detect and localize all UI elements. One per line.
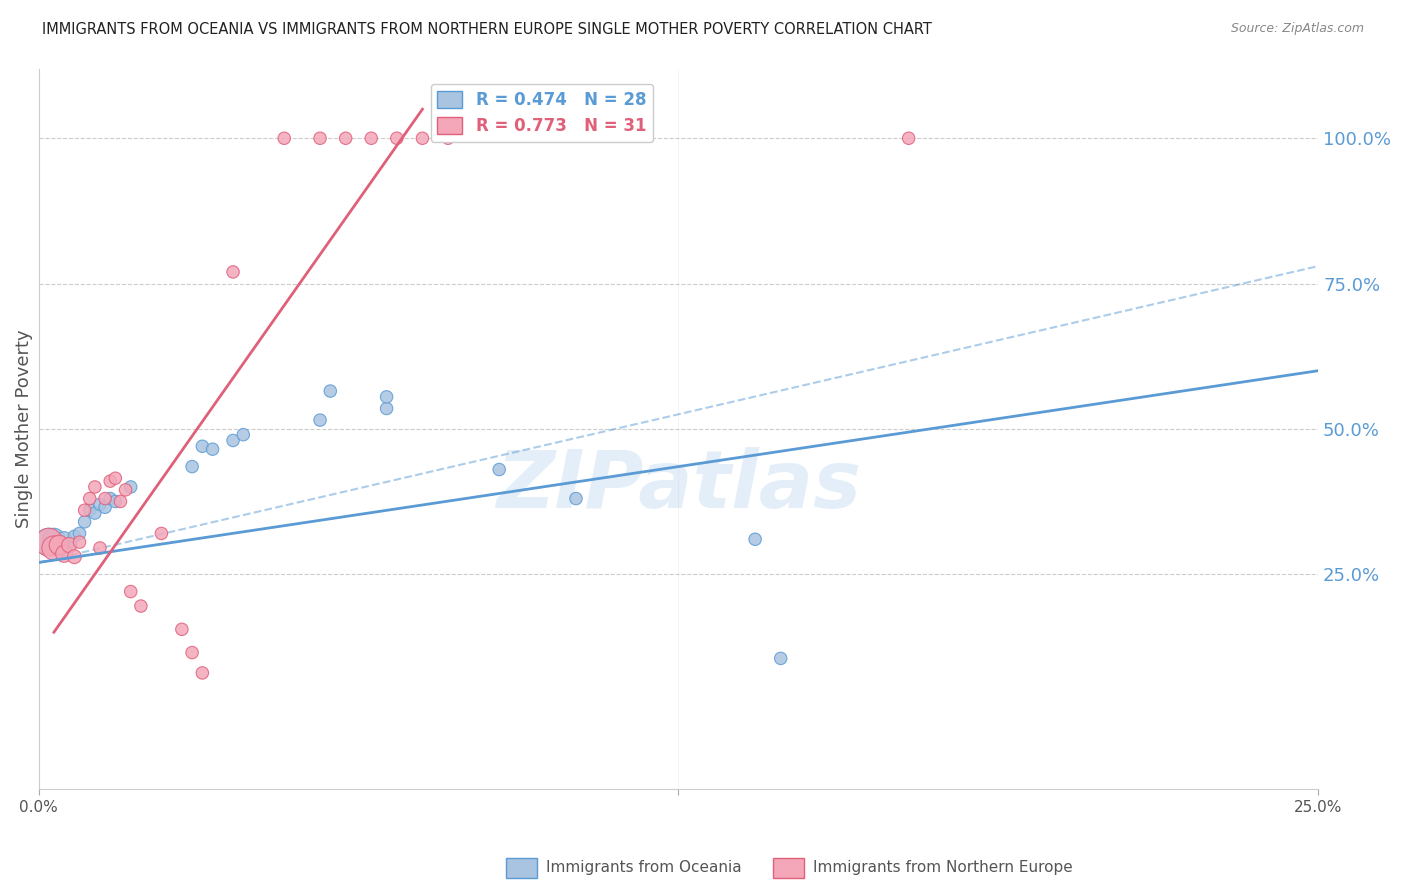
Text: Source: ZipAtlas.com: Source: ZipAtlas.com <box>1230 22 1364 36</box>
Point <box>191 439 214 453</box>
Point <box>565 491 588 506</box>
Point <box>411 131 433 145</box>
Point <box>38 535 60 549</box>
Point <box>170 623 193 637</box>
Point <box>222 265 245 279</box>
Point <box>114 483 136 497</box>
Point <box>120 480 142 494</box>
Point <box>63 549 86 564</box>
Point <box>375 401 398 416</box>
Point <box>48 541 70 555</box>
Text: Immigrants from Oceania: Immigrants from Oceania <box>546 860 741 874</box>
Point <box>48 538 70 552</box>
Point <box>150 526 173 541</box>
Point <box>98 474 121 488</box>
Point <box>897 131 920 145</box>
Point <box>191 665 214 680</box>
Point <box>120 584 142 599</box>
Point <box>129 599 152 613</box>
Point <box>201 442 224 457</box>
Point <box>69 526 91 541</box>
Point <box>181 459 204 474</box>
Point <box>110 494 132 508</box>
Point <box>79 491 101 506</box>
Point <box>42 541 65 555</box>
Text: Immigrants from Northern Europe: Immigrants from Northern Europe <box>813 860 1073 874</box>
Point <box>42 533 65 547</box>
Point <box>58 538 80 552</box>
Point <box>375 390 398 404</box>
Text: ZIPatlas: ZIPatlas <box>496 448 860 525</box>
Point <box>488 462 510 476</box>
Point <box>222 434 245 448</box>
Point <box>89 497 111 511</box>
Point <box>69 535 91 549</box>
Point <box>335 131 357 145</box>
Point <box>83 480 105 494</box>
Point <box>360 131 382 145</box>
Text: IMMIGRANTS FROM OCEANIA VS IMMIGRANTS FROM NORTHERN EUROPE SINGLE MOTHER POVERTY: IMMIGRANTS FROM OCEANIA VS IMMIGRANTS FR… <box>42 22 932 37</box>
Point <box>53 547 76 561</box>
Point <box>769 651 792 665</box>
Point <box>181 646 204 660</box>
Point <box>38 535 60 549</box>
Point <box>83 506 105 520</box>
Point <box>58 538 80 552</box>
Point <box>79 503 101 517</box>
Point <box>63 529 86 543</box>
Point <box>744 533 766 547</box>
Point <box>94 491 117 506</box>
Point <box>73 515 96 529</box>
Point <box>232 427 254 442</box>
Point <box>309 413 332 427</box>
Point <box>53 533 76 547</box>
Point <box>273 131 295 145</box>
Y-axis label: Single Mother Poverty: Single Mother Poverty <box>15 329 32 528</box>
Point <box>104 471 127 485</box>
Point <box>73 503 96 517</box>
Point <box>89 541 111 555</box>
Point <box>94 500 117 515</box>
Point <box>98 491 121 506</box>
Point <box>437 131 460 145</box>
Point <box>104 494 127 508</box>
Point <box>319 384 342 398</box>
Legend: R = 0.474   N = 28, R = 0.773   N = 31: R = 0.474 N = 28, R = 0.773 N = 31 <box>430 84 652 142</box>
Point <box>309 131 332 145</box>
Point <box>385 131 408 145</box>
